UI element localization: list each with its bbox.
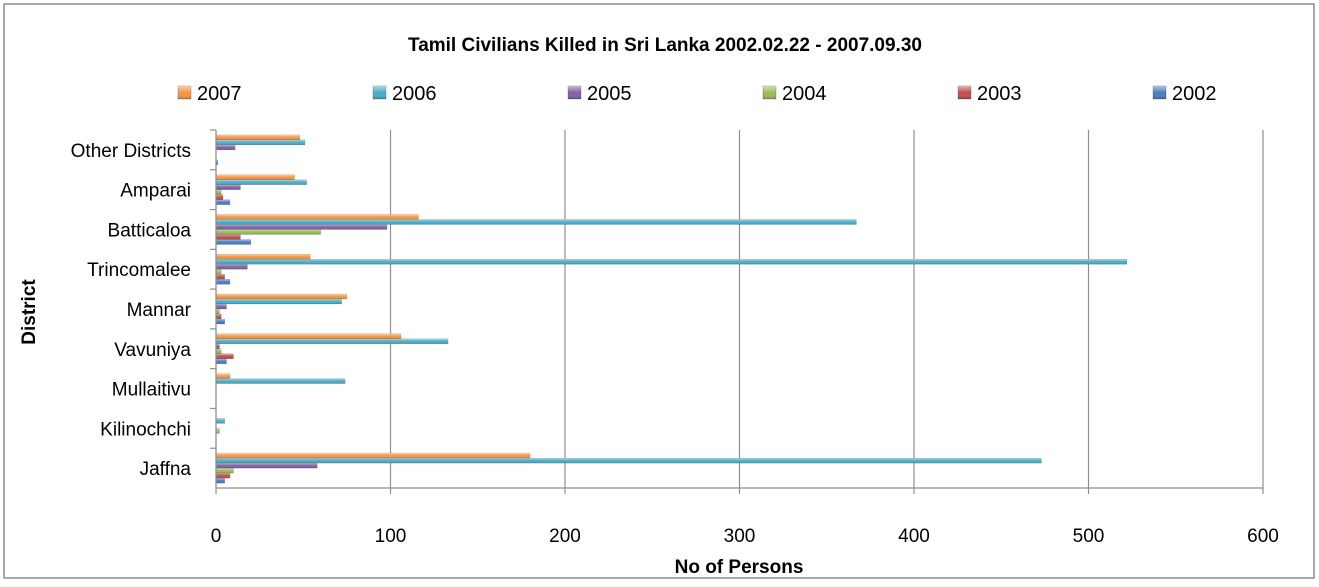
chart-legend: 2007 2006 2005 2004 2003 2002 xyxy=(177,83,1217,105)
bar-shade-jaffna-2005 xyxy=(216,463,318,469)
y-tick-label-vavuniya: Vavuniya xyxy=(114,340,191,361)
y-tick-label-mullaitivu: Mullaitivu xyxy=(112,380,191,401)
bar-shade-mullaitivu-2007 xyxy=(216,373,230,379)
y-tick-label-kilinochchi: Kilinochchi xyxy=(100,419,191,440)
x-tick-label-500: 500 xyxy=(1073,526,1105,547)
legend-item-2006: 2006 xyxy=(372,83,437,105)
bar-shade-jaffna-2006 xyxy=(216,458,1042,464)
bars-group xyxy=(215,134,1128,484)
legend-label-2007: 2007 xyxy=(197,83,242,105)
bar-shade-trincomalee-2006 xyxy=(216,259,1127,265)
legend-label-2006: 2006 xyxy=(392,83,437,105)
x-tick-label-400: 400 xyxy=(898,526,930,547)
bar-shade-other-districts-2002 xyxy=(216,159,218,165)
bar-shade-amparai-2006 xyxy=(216,179,307,185)
legend-swatch-shade-2004 xyxy=(763,86,776,99)
bar-shade-mannar-2004 xyxy=(216,309,220,314)
y-tick-label-amparai: Amparai xyxy=(120,181,191,202)
x-tick-label-300: 300 xyxy=(724,526,756,547)
bar-shade-trincomalee-2002 xyxy=(216,279,230,285)
legend-swatch-shade-2006 xyxy=(373,86,386,99)
bar-shade-jaffna-2004 xyxy=(216,468,234,474)
bar-shade-batticaloa-2006 xyxy=(216,219,857,225)
gridlines xyxy=(389,130,1264,488)
legend-item-2007: 2007 xyxy=(177,83,242,105)
legend-item-2002: 2002 xyxy=(1152,83,1217,105)
legend-swatch-shade-2003 xyxy=(958,86,971,99)
legend-swatch-shade-2007 xyxy=(178,86,191,99)
bar-shade-vavuniya-2007 xyxy=(216,333,401,339)
axes: 0 100 200 300 400 500 600 Jaffna Kilinochchi Mull… xyxy=(71,129,1279,547)
bar-shade-batticaloa-2004 xyxy=(216,229,321,235)
bar-shade-vavuniya-2003 xyxy=(216,353,234,359)
bar-shade-batticaloa-2005 xyxy=(216,224,388,230)
legend-swatch-shade-2005 xyxy=(568,86,581,99)
bar-shade-trincomalee-2003 xyxy=(216,274,225,280)
chart-title: Tamil Civilians Killed in Sri Lanka 2002… xyxy=(408,35,922,56)
y-axis-label: District xyxy=(19,279,40,345)
bar-shade-other-districts-2006 xyxy=(216,139,305,145)
y-tick-label-mannar: Mannar xyxy=(127,300,192,321)
bar-shade-mannar-2005 xyxy=(216,304,227,309)
legend-item-2005: 2005 xyxy=(567,83,632,105)
bar-shade-mannar-2003 xyxy=(216,314,222,319)
bar-shade-batticaloa-2002 xyxy=(216,239,251,245)
y-tick-label-batticaloa: Batticaloa xyxy=(108,220,192,241)
bar-shade-trincomalee-2007 xyxy=(216,254,311,260)
bar-shade-vavuniya-2004 xyxy=(216,348,222,354)
x-tick-label-0: 0 xyxy=(211,526,222,547)
bar-shade-amparai-2005 xyxy=(216,184,241,190)
bar-shade-jaffna-2007 xyxy=(216,453,531,459)
bar-shade-mannar-2006 xyxy=(216,299,342,304)
legend-label-2003: 2003 xyxy=(977,83,1022,105)
y-tick-label-jaffna: Jaffna xyxy=(140,459,192,480)
bar-shade-amparai-2003 xyxy=(216,194,223,200)
x-tick-label-600: 600 xyxy=(1247,526,1279,547)
legend-swatch-shade-2002 xyxy=(1153,86,1166,99)
x-axis-label: No of Persons xyxy=(675,557,804,578)
x-tick-label-200: 200 xyxy=(549,526,581,547)
bar-shade-vavuniya-2002 xyxy=(216,358,227,364)
bar-shade-other-districts-2005 xyxy=(216,144,236,150)
legend-label-2005: 2005 xyxy=(587,83,632,105)
legend-label-2002: 2002 xyxy=(1172,83,1217,105)
bar-shade-batticaloa-2003 xyxy=(216,234,241,240)
bar-shade-trincomalee-2005 xyxy=(216,264,248,270)
bar-shade-mullaitivu-2006 xyxy=(216,378,346,384)
legend-item-2004: 2004 xyxy=(762,83,827,105)
bar-shade-vavuniya-2005 xyxy=(216,343,220,349)
bar-shade-mannar-2002 xyxy=(216,319,225,324)
x-tick-label-100: 100 xyxy=(375,526,407,547)
bar-shade-mannar-2007 xyxy=(216,294,347,299)
bar-shade-jaffna-2003 xyxy=(216,473,230,479)
bar-shade-kilinochchi-2004 xyxy=(216,428,220,434)
bar-shade-trincomalee-2004 xyxy=(216,269,222,275)
bar-shade-kilinochchi-2006 xyxy=(216,418,225,424)
bar-shade-amparai-2007 xyxy=(216,174,295,180)
y-tick-label-other-districts: Other Districts xyxy=(71,141,191,162)
y-tick-label-trincomalee: Trincomalee xyxy=(87,260,191,281)
bar-shade-batticaloa-2007 xyxy=(216,214,419,220)
legend-item-2003: 2003 xyxy=(957,83,1022,105)
bar-shade-amparai-2002 xyxy=(216,199,230,205)
bar-shade-other-districts-2007 xyxy=(216,134,300,140)
bar-shade-amparai-2004 xyxy=(216,189,222,195)
bar-shade-vavuniya-2006 xyxy=(216,338,449,344)
legend-label-2004: 2004 xyxy=(782,83,827,105)
bar-shade-jaffna-2002 xyxy=(216,478,225,484)
